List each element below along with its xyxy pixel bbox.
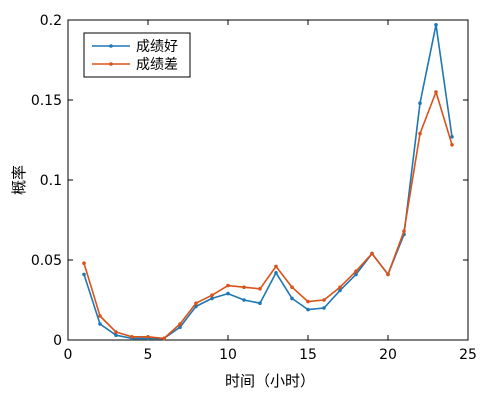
series-2-point <box>290 285 294 290</box>
legend-marker-2 <box>109 62 113 66</box>
series-2-point <box>194 301 198 306</box>
y-tick-label: 0.1 <box>40 173 62 189</box>
series-2-point <box>274 264 278 269</box>
x-tick-label: 15 <box>299 347 317 363</box>
series-2-point <box>434 90 438 94</box>
series-2-point <box>82 261 86 266</box>
series-1-point <box>258 301 262 306</box>
series-2-point <box>242 285 246 290</box>
series-2-point <box>386 272 390 277</box>
y-tick-label: 0.15 <box>31 93 62 109</box>
legend-label-1: 成绩好 <box>136 39 178 55</box>
series-1-point <box>338 288 342 293</box>
series-1-point <box>82 272 86 277</box>
series-1-point <box>98 322 102 326</box>
legend-label-2: 成绩差 <box>136 57 178 73</box>
series-2-point <box>114 330 118 334</box>
x-tick-label: 0 <box>64 347 73 363</box>
series-2-point <box>354 269 358 274</box>
series-1-point <box>226 291 230 296</box>
series-2-point <box>210 293 214 298</box>
series-1-point <box>434 23 438 27</box>
series-1-point <box>322 306 326 310</box>
series-2-point <box>306 299 310 304</box>
series-line-2 <box>83 91 453 340</box>
series-1-point <box>274 271 278 275</box>
series-1-point <box>178 325 182 330</box>
series-group <box>82 23 454 341</box>
series-1-point <box>354 272 358 277</box>
series-2-point <box>146 335 150 339</box>
series-2-point <box>370 251 374 256</box>
series-2-point <box>322 298 326 302</box>
series-1-point <box>242 298 246 302</box>
x-axis-title: 时间（小时） <box>225 372 315 390</box>
series-2-point <box>98 314 102 318</box>
series-1-point <box>210 296 214 301</box>
series-2-point <box>450 143 454 147</box>
y-tick-label: 0 <box>53 333 62 349</box>
x-tick-label: 5 <box>144 347 153 363</box>
series-2-point <box>258 287 262 291</box>
series-2-point <box>338 285 342 290</box>
series-1-point <box>114 333 118 338</box>
x-tick-label: 20 <box>379 347 397 363</box>
y-tick-label: 0.05 <box>31 253 62 269</box>
legend-marker-1 <box>109 44 113 48</box>
legend-box <box>83 32 191 78</box>
series-1-point <box>418 101 422 105</box>
y-axis-title: 概率 <box>10 165 28 195</box>
series-2-point <box>162 336 166 341</box>
series-2-point <box>226 283 230 288</box>
x-tick-label: 25 <box>459 347 477 363</box>
series-2-point <box>402 229 406 233</box>
series-1-point <box>306 307 310 312</box>
series-1-point <box>450 135 454 139</box>
y-tick-label: 0.2 <box>40 13 62 29</box>
x-axis: 0 5 10 15 20 25 <box>64 20 477 363</box>
series-1-point <box>290 296 294 301</box>
y-axis: 0 0.05 0.1 0.15 0.2 <box>31 13 468 349</box>
series-2-point <box>130 335 134 339</box>
series-2-point <box>178 322 182 326</box>
x-tick-label: 10 <box>219 347 237 363</box>
series-2-point <box>418 131 422 136</box>
